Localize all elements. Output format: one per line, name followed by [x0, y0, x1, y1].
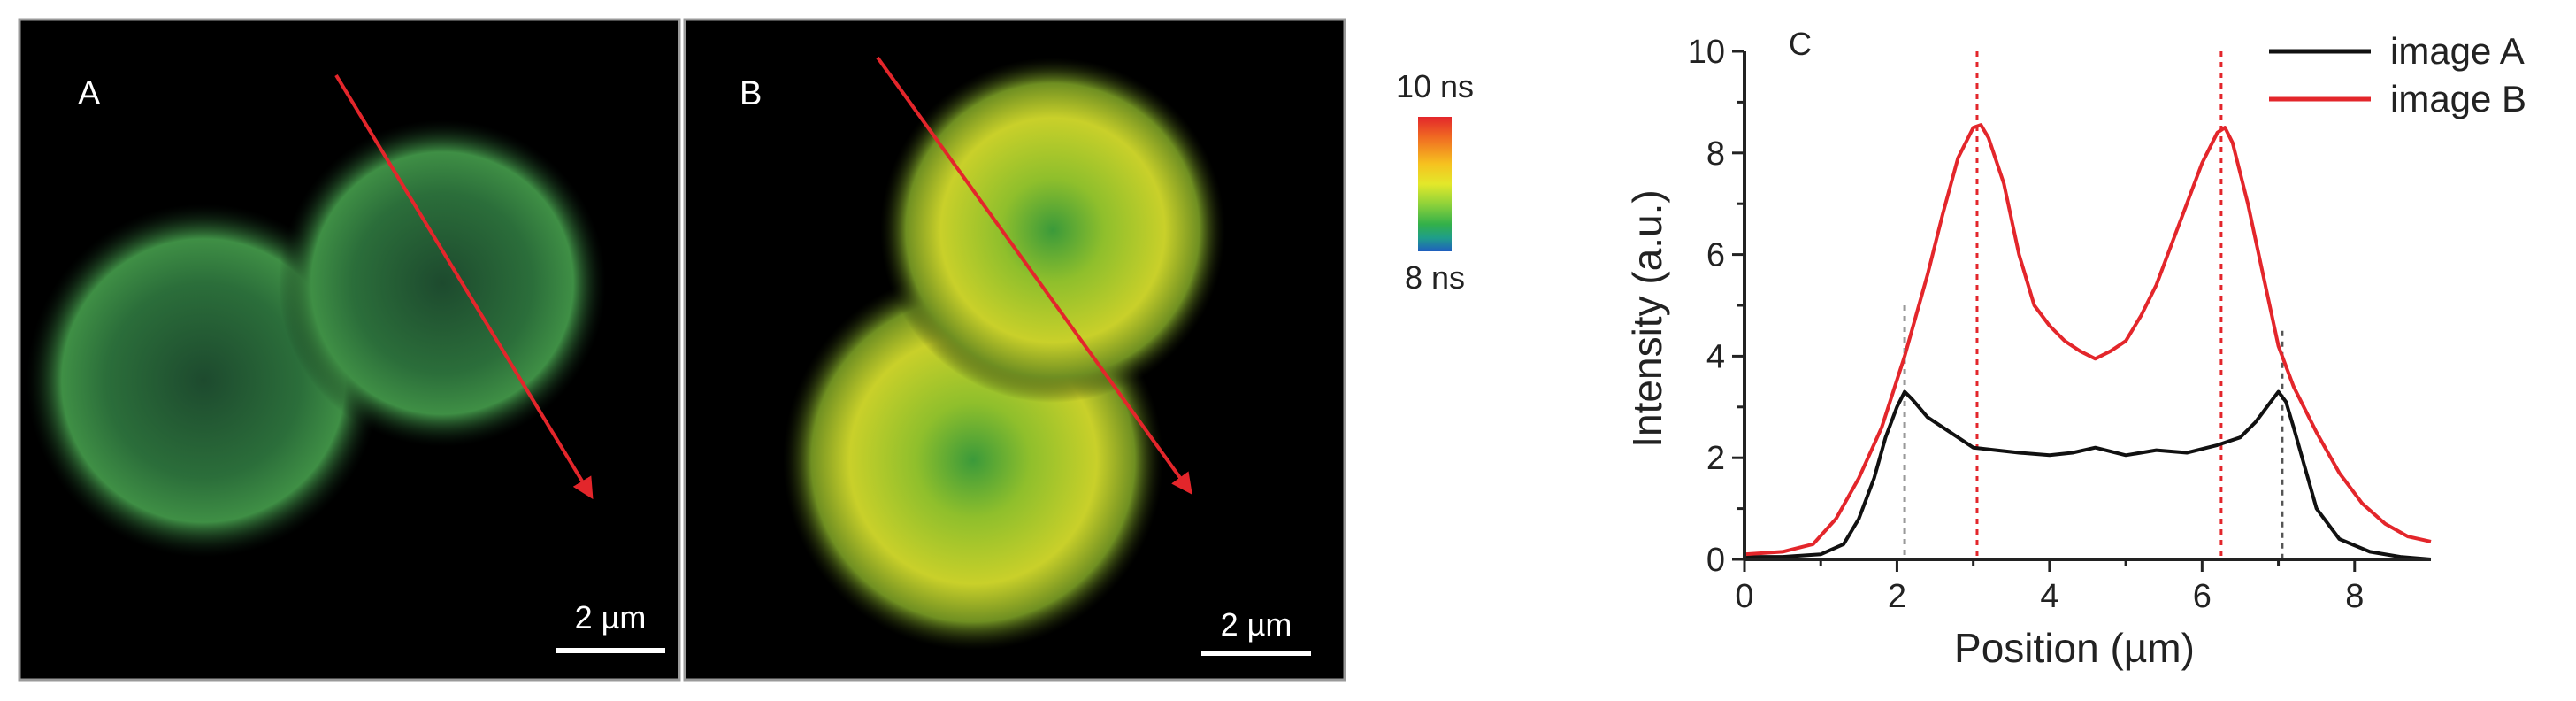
- series-line-image-a: [1744, 389, 2432, 561]
- x-tick-label: 2: [1888, 578, 1906, 615]
- y-axis-title: Intensity (a.u.): [1624, 189, 1670, 447]
- y-tick-label: 8: [1706, 135, 1725, 173]
- legend-label: image B: [2390, 78, 2526, 119]
- x-tick-label: 0: [1735, 578, 1753, 615]
- panel-a: A 2 µm: [18, 18, 681, 682]
- y-tick-label: 10: [1688, 34, 1725, 71]
- colorbar-min-label: 8 ns: [1405, 259, 1465, 296]
- x-tick-label: 4: [2040, 578, 2058, 615]
- intensity-profile-chart: C 0 2 4 6 8 0 2 4 6 8 10 Position (µm) Intensity (…: [1624, 26, 2526, 671]
- lifetime-colorbar: 10 ns 8 ns: [1396, 68, 1474, 296]
- chart-legend: image A image B: [2269, 30, 2526, 119]
- colorbar-gradient: [1418, 117, 1452, 251]
- panel-b-line-profile-arrow: [876, 56, 1192, 495]
- x-tick-label: 6: [2193, 578, 2212, 615]
- chart-axes: 0 2 4 6 8 0 2 4 6 8 10: [1688, 34, 2431, 615]
- panel-a-scale-label: 2 µm: [575, 599, 647, 636]
- panel-a-letter: A: [78, 75, 101, 112]
- panel-b-cell-upper: [880, 58, 1225, 403]
- panel-b: B 2 µm: [683, 18, 1346, 682]
- panel-b-scale-label: 2 µm: [1221, 606, 1292, 643]
- panel-a-line-profile-arrow: [334, 73, 594, 500]
- y-tick-label: 6: [1706, 237, 1725, 274]
- y-tick-label: 2: [1706, 440, 1725, 477]
- series-lines: [1744, 123, 2432, 561]
- panel-a-cell-right: [279, 119, 606, 447]
- chart-panel-letter: C: [1789, 26, 1812, 62]
- y-tick-label: 0: [1706, 542, 1725, 579]
- panel-b-letter: B: [740, 75, 762, 112]
- y-tick-label: 4: [1706, 338, 1725, 375]
- colorbar-max-label: 10 ns: [1396, 68, 1474, 104]
- series-line-image-b: [1744, 123, 2432, 557]
- x-tick-label: 8: [2345, 578, 2364, 615]
- x-axis-title: Position (µm): [1954, 625, 2195, 671]
- legend-label: image A: [2390, 30, 2525, 72]
